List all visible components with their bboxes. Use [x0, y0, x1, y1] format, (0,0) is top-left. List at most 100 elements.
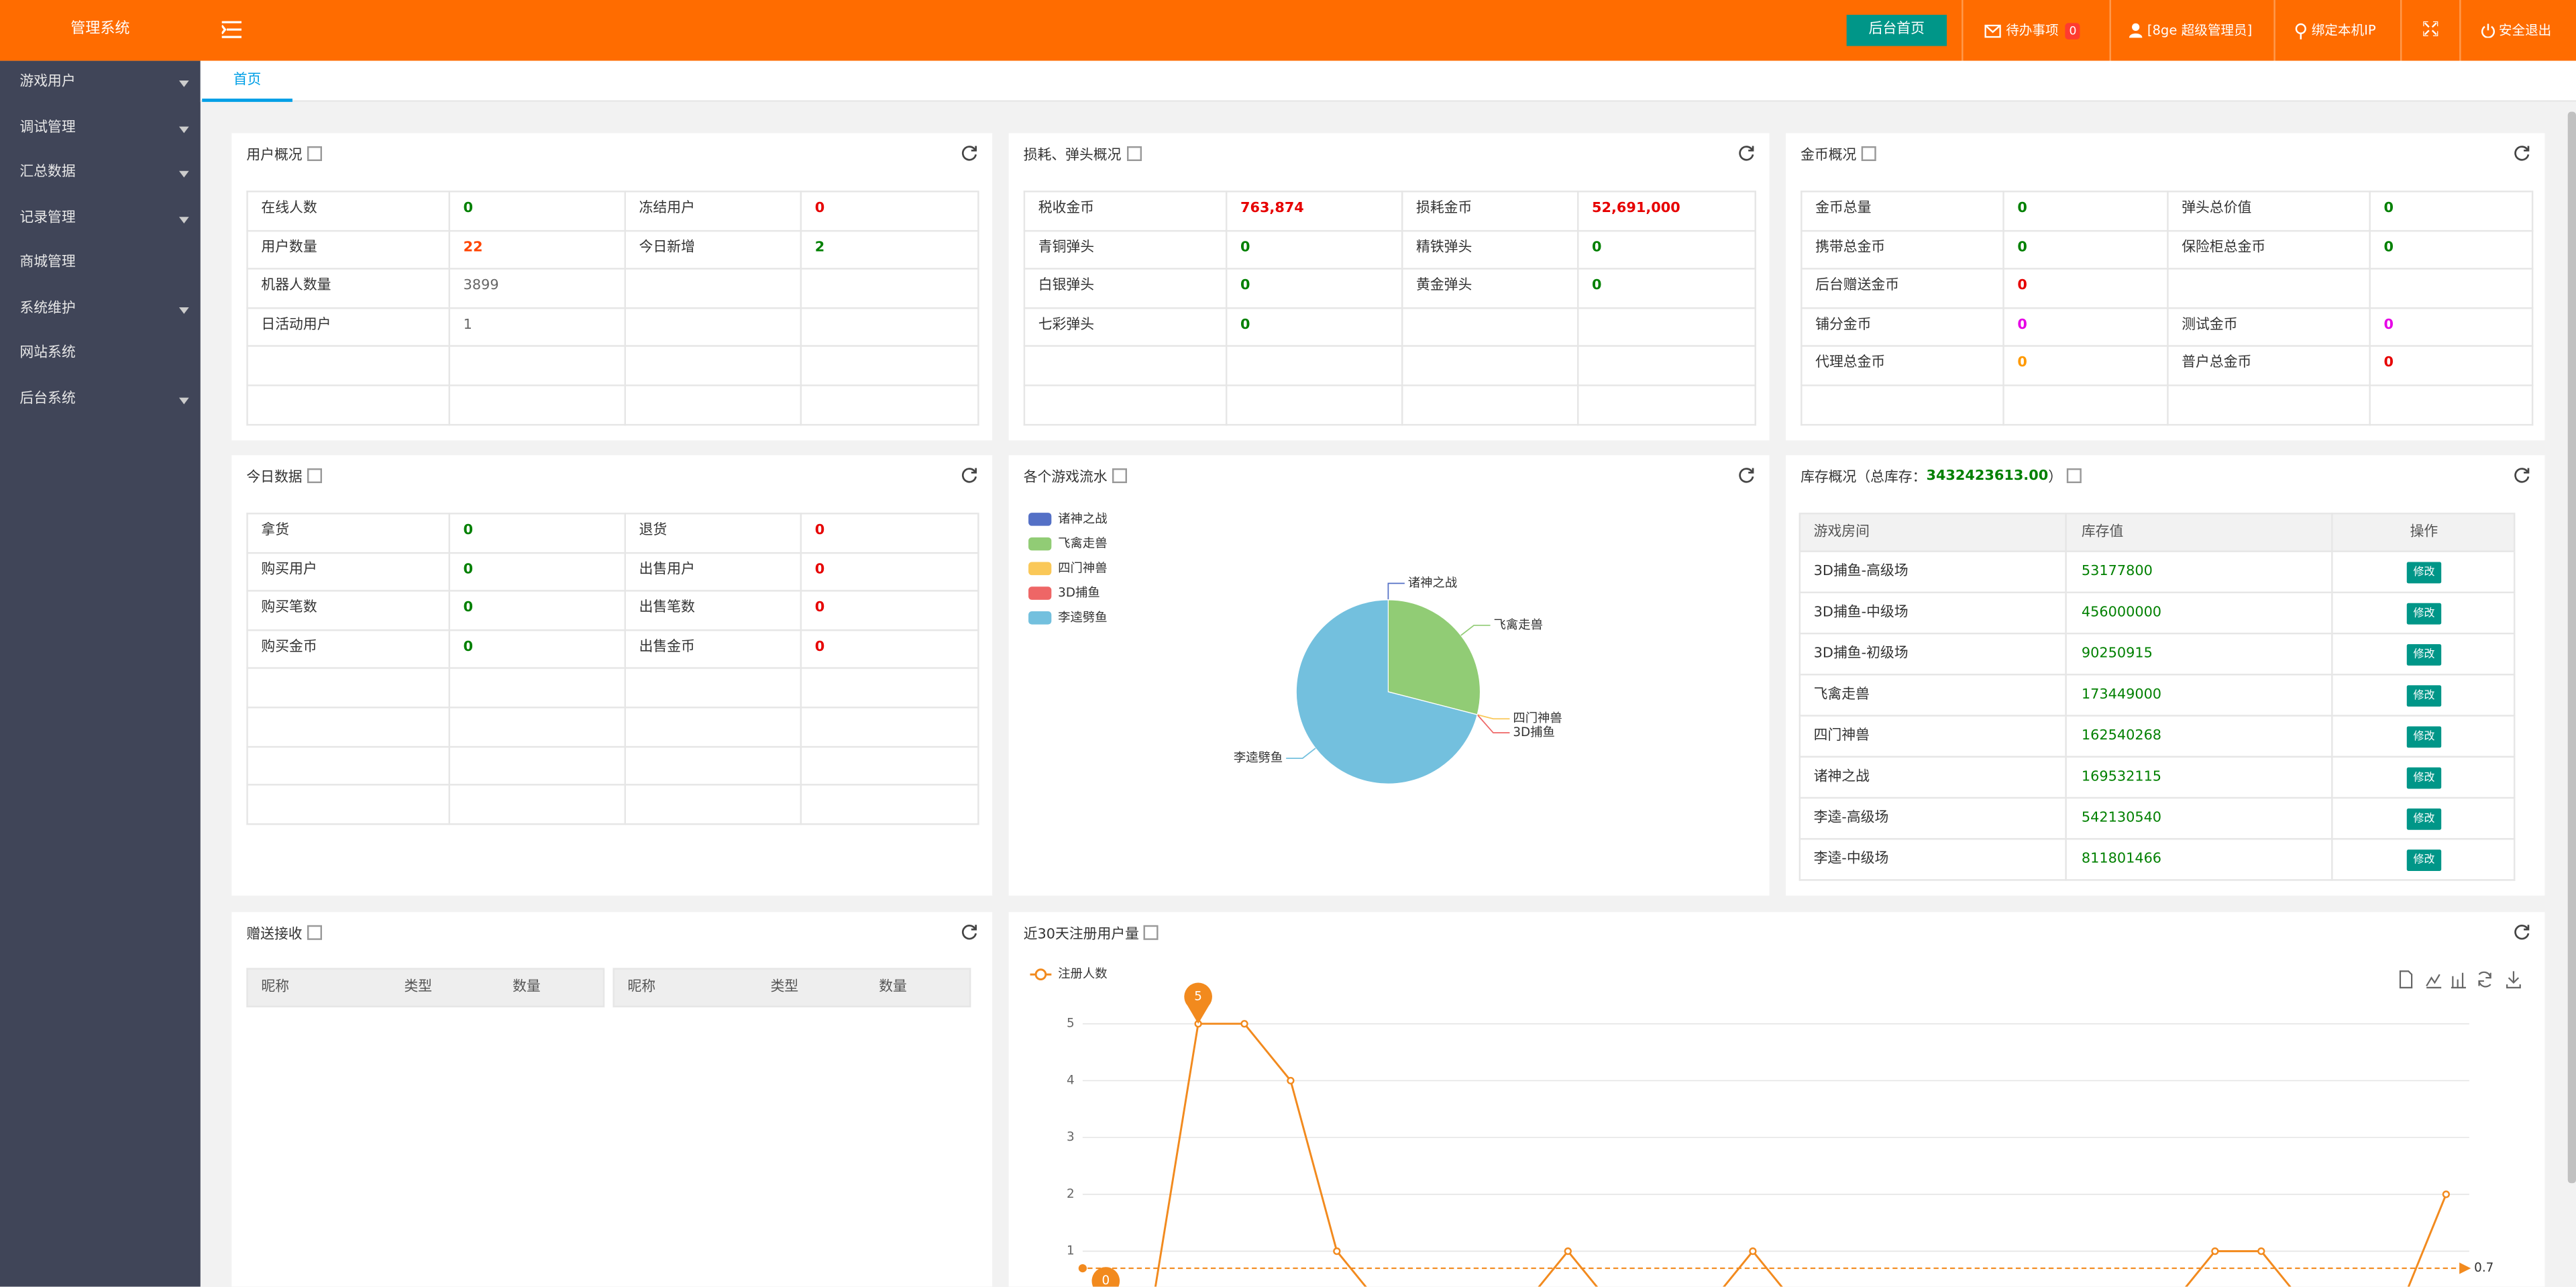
refresh-icon[interactable]	[961, 145, 977, 161]
table-row	[1799, 799, 2516, 840]
refresh-icon[interactable]	[2514, 923, 2530, 940]
toolbox-icon[interactable]	[2399, 970, 2413, 988]
edit-button[interactable]: 修改	[2406, 685, 2442, 707]
panel-checkbox[interactable]	[1112, 468, 1128, 483]
tab[interactable]: 首页	[202, 61, 292, 102]
table-cell: 1	[448, 307, 627, 348]
edit-button[interactable]: 修改	[2406, 726, 2442, 748]
cell-label: 购买用户	[261, 561, 317, 578]
logout-item[interactable]: 安全退出	[2481, 0, 2551, 61]
toolbox-icon[interactable]	[2451, 972, 2466, 988]
table-header: 类型	[770, 979, 799, 996]
edit-button[interactable]: 修改	[2406, 562, 2442, 584]
scrollbar	[2567, 111, 2576, 1184]
top-bar: 管理系统 后台首页 待办事项 0 [8ge 超级管理员] 绑定本机IP 安全退出	[0, 0, 2576, 61]
refresh-head	[971, 468, 977, 474]
table-cell	[1577, 307, 1756, 348]
panel-header: 赠送接收	[246, 922, 323, 943]
cell-value: 0	[2017, 239, 2027, 256]
cell-value: 0	[1592, 278, 1602, 295]
table-cell: 代理总金币	[1801, 346, 2004, 387]
cell-value: 0	[2383, 200, 2394, 217]
table-cell	[624, 268, 802, 309]
refresh-icon[interactable]	[1738, 145, 1754, 161]
refresh-head	[1748, 468, 1754, 474]
table-cell: 机器人数量	[246, 268, 451, 309]
refresh-arc	[2514, 925, 2530, 940]
menu-item[interactable]: 网站系统	[0, 332, 201, 377]
edit-button[interactable]: 修改	[2406, 808, 2442, 830]
user-item[interactable]: [8ge 超级管理员]	[2129, 0, 2252, 61]
menu-item[interactable]: 商城管理	[0, 242, 201, 287]
refresh-icon[interactable]	[2514, 145, 2530, 161]
panel-checkbox[interactable]	[1861, 146, 1876, 161]
edit-button[interactable]: 修改	[2406, 644, 2442, 666]
table-header: 昵称	[627, 979, 656, 996]
panel-checkbox[interactable]	[307, 925, 323, 940]
sidebar	[0, 60, 201, 1287]
menu-item[interactable]: 汇总数据	[0, 151, 201, 196]
menu-item[interactable]: 后台系统	[0, 377, 201, 422]
cell-label: 七彩弹头	[1038, 317, 1095, 333]
cell-label: 机器人数量	[261, 278, 331, 295]
room-name: 四门神兽	[1799, 716, 2067, 758]
user-label: [8ge 超级管理员]	[2147, 23, 2253, 38]
menu-toggle[interactable]	[221, 19, 241, 39]
table-cell: 0	[800, 513, 979, 554]
menu-item[interactable]: 记录管理	[0, 197, 201, 242]
power-icon	[2481, 23, 2495, 38]
table-cell: 日活动用户	[246, 307, 451, 348]
panel: 各个游戏流水	[1008, 455, 1770, 896]
toolbox-icon[interactable]	[2506, 971, 2521, 988]
edit-button[interactable]: 修改	[2406, 767, 2442, 789]
table-cell: 在线人数	[246, 191, 451, 231]
table-cell: 精铁弹头	[1401, 229, 1579, 270]
table-cell: 0	[1225, 307, 1403, 348]
panel: 赠送接收 昵称 类型 数量 昵称 类型 数量	[231, 912, 993, 1287]
submenu-arrow	[178, 170, 189, 178]
cell-value: 1	[463, 317, 472, 333]
table-row	[1799, 675, 2516, 717]
bind-ip-item[interactable]: 绑定本机IP	[2295, 0, 2376, 61]
menu-item[interactable]: 游戏用户	[0, 61, 201, 106]
submenu-arrow	[178, 397, 189, 404]
toolbox-icon[interactable]	[2478, 971, 2491, 988]
room-name: 3D捕鱼-高级场	[1799, 552, 2067, 594]
table-cell: 今日新增	[624, 229, 802, 270]
edit-button[interactable]: 修改	[2406, 850, 2442, 871]
cell-label: 金币总量	[1815, 200, 1872, 217]
menu-item[interactable]: 系统维护	[0, 287, 201, 331]
table-cell: 0	[800, 629, 979, 670]
toolbox-icon[interactable]	[2426, 974, 2442, 988]
submenu-arrow	[178, 125, 189, 133]
table-cell: 0	[448, 191, 627, 231]
cell-value: 0	[463, 522, 474, 539]
panel-checkbox[interactable]	[1144, 925, 1159, 940]
refresh-icon[interactable]	[2514, 467, 2530, 483]
cell-label: 后台赠送金币	[1815, 278, 1900, 295]
table-cell	[2002, 384, 2169, 425]
refresh-icon[interactable]	[961, 467, 977, 483]
home-button[interactable]: 后台首页	[1846, 15, 1947, 46]
kv-table: 税收金币 763,874 损耗金币 52,691,000 青铜弹头 0 精铁弹头 0 白银弹头 0…	[1023, 191, 1756, 425]
panel-checkbox[interactable]	[307, 146, 323, 161]
table-cell: 0	[2369, 307, 2534, 348]
panel-header: 今日数据	[246, 465, 323, 486]
menu-item[interactable]: 调试管理	[0, 106, 201, 151]
stock-value: 90250915	[2067, 634, 2333, 676]
gift-table-header	[246, 968, 605, 1008]
table-cell	[246, 745, 451, 786]
refresh-icon[interactable]	[961, 923, 977, 940]
refresh-icon[interactable]	[1738, 467, 1754, 483]
panel-checkbox[interactable]	[2067, 468, 2082, 483]
fullscreen-icon[interactable]	[2423, 21, 2438, 36]
panel-checkbox[interactable]	[307, 468, 323, 483]
todo-item[interactable]: 待办事项 0	[1984, 0, 2081, 61]
table-cell	[1577, 346, 1756, 387]
edit-button[interactable]: 修改	[2406, 603, 2442, 625]
panel-checkbox[interactable]	[1126, 146, 1141, 161]
cell-label: 用户数量	[261, 239, 317, 256]
cell-value: 0	[814, 561, 825, 578]
cell-label: 出售笔数	[639, 600, 695, 617]
table-cell: 冻结用户	[624, 191, 802, 231]
